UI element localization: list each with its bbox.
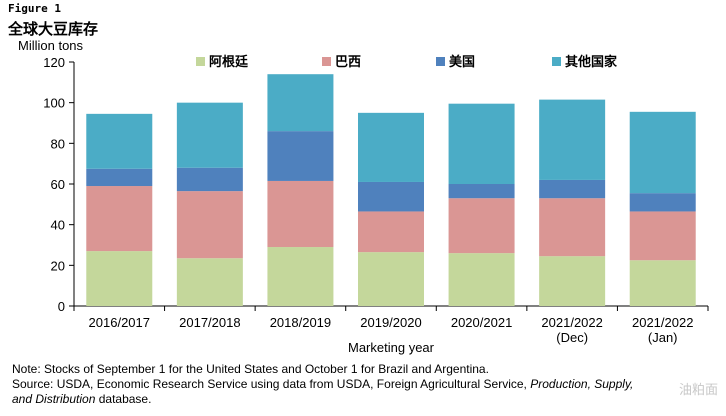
y-tick-label: 0: [58, 299, 65, 314]
x-tick-label: 2019/2020: [360, 315, 421, 330]
bar-segment: [176, 258, 243, 306]
bar-segment: [86, 251, 153, 306]
source-text-end: database.: [95, 392, 152, 406]
bar-segment: [358, 181, 424, 212]
x-tick-label: 2021/2022: [541, 315, 602, 330]
y-tick-label: 120: [43, 55, 65, 70]
bar-segment: [448, 253, 515, 306]
x-tick-label: (Dec): [556, 330, 588, 345]
bar-segment: [629, 260, 696, 306]
bar-segment: [448, 198, 515, 254]
bar-segment: [448, 103, 515, 184]
legend-label: 其他国家: [565, 54, 618, 70]
bar-segment: [539, 179, 606, 199]
stacked-bar-chart: Million tons 0 20 40 60 80 100 120 2016/2017 2017…: [18, 38, 709, 355]
bar-segment: [267, 180, 334, 248]
y-tick-label: 60: [51, 177, 65, 192]
x-axis-label: Marketing year: [348, 340, 435, 355]
x-tick-label: 2016/2017: [89, 315, 150, 330]
y-tick-label: 20: [51, 258, 65, 273]
bar-segment: [86, 186, 153, 252]
legend-swatch: [552, 57, 561, 66]
bar-segment: [539, 256, 606, 306]
source-text: Source: USDA, Economic Research Service …: [12, 377, 531, 391]
x-tick-label: 2018/2019: [270, 315, 331, 330]
source-italic-text: Production, Supply,: [530, 377, 634, 391]
y-axis-label: Million tons: [18, 38, 84, 53]
note-line: Note: Stocks of September 1 for the Unit…: [12, 362, 489, 376]
bar-segment: [448, 184, 515, 199]
bar-segment: [176, 102, 243, 168]
bar-segment: [176, 167, 243, 192]
bar-segment: [86, 168, 153, 187]
source-line: Source: USDA, Economic Research Service …: [12, 377, 712, 392]
y-tick-label: 40: [51, 218, 65, 233]
y-tick-label: 100: [43, 96, 65, 111]
bar-segment: [267, 247, 334, 306]
source-italic-text-2: and Distribution: [12, 392, 96, 406]
bar-segment: [176, 191, 243, 259]
legend-swatch: [436, 57, 445, 66]
bar-segment: [629, 211, 696, 261]
watermark: 油粕面: [678, 383, 718, 398]
x-tick-label: 2020/2021: [451, 315, 512, 330]
figure-title: 全球大豆库存: [8, 20, 99, 38]
bar-segment: [629, 111, 696, 194]
bar-segment: [86, 113, 153, 169]
bar-segment: [267, 131, 334, 181]
legend-swatch: [196, 57, 205, 66]
chart-notes: Note: Stocks of September 1 for the Unit…: [12, 362, 712, 407]
legend-label: 美国: [449, 54, 475, 70]
x-tick-label: 2017/2018: [179, 315, 240, 330]
x-tick-label: 2021/2022: [632, 315, 693, 330]
bar-segment: [629, 193, 696, 212]
x-tick-label: (Jan): [648, 330, 678, 345]
bar-segment: [358, 112, 424, 182]
legend-swatch: [322, 57, 331, 66]
bar-segment: [358, 252, 424, 306]
legend-label: 巴西: [335, 55, 361, 70]
bar-segment: [267, 74, 334, 132]
source-line-continued: and Distribution database.: [12, 392, 712, 407]
bar-segment: [539, 99, 606, 180]
figure-label: Figure 1: [8, 2, 61, 15]
legend-label: 阿根廷: [209, 54, 249, 70]
bar-segment: [539, 198, 606, 257]
bar-segment: [358, 211, 424, 253]
y-tick-label: 80: [51, 136, 65, 151]
